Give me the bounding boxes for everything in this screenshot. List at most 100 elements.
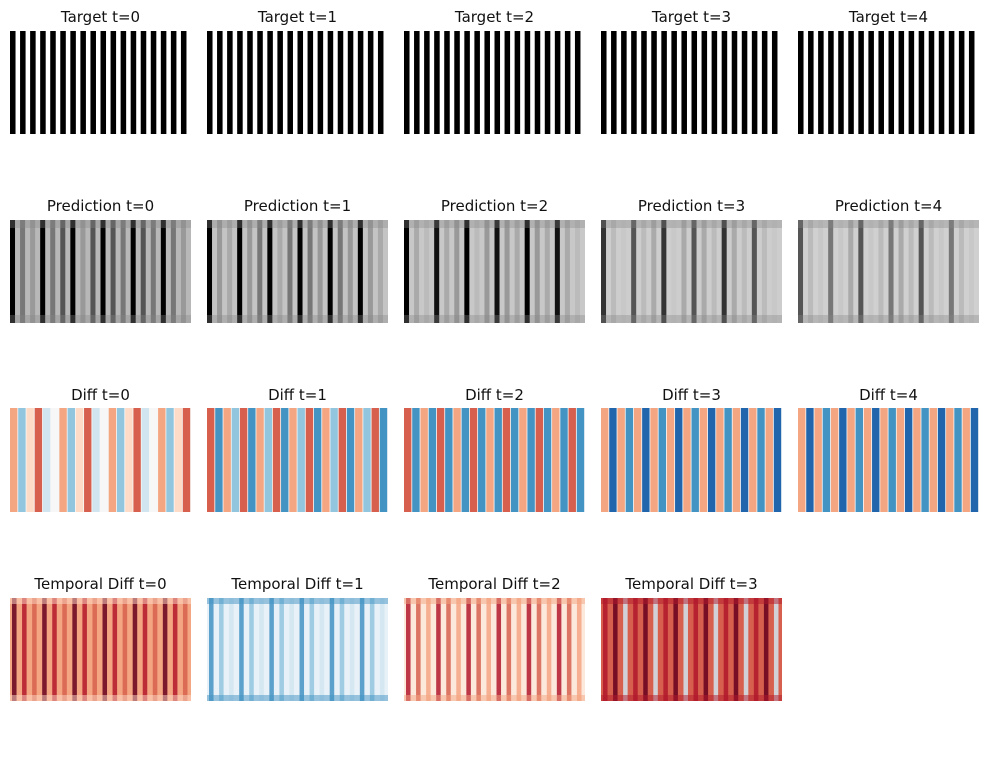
stripe	[150, 220, 156, 323]
diff-image-t1	[207, 408, 388, 512]
stripe	[623, 598, 628, 701]
stripe	[122, 598, 128, 701]
stripe	[371, 408, 379, 512]
stripe	[958, 220, 964, 323]
stripe	[40, 220, 46, 323]
stripe	[496, 598, 502, 701]
stripe	[309, 598, 315, 701]
stripe	[970, 408, 979, 512]
stripe	[160, 220, 166, 323]
panel-image-svg	[10, 220, 191, 323]
panel-image-svg	[404, 31, 585, 134]
stripe	[289, 598, 294, 701]
stripe	[182, 408, 191, 512]
stripe	[330, 408, 338, 512]
stripe	[847, 408, 855, 512]
target-image-t1	[207, 31, 388, 134]
stripe	[721, 31, 728, 134]
stripe	[908, 31, 915, 134]
stripe	[239, 408, 248, 512]
stripe	[428, 408, 437, 512]
stripe	[26, 408, 34, 512]
prediction-image-t1	[207, 220, 388, 323]
stripe	[337, 31, 344, 134]
stripe	[30, 31, 36, 134]
stripe	[888, 31, 895, 134]
stripe	[828, 220, 834, 323]
stripe	[256, 408, 264, 512]
stripe	[267, 220, 273, 323]
stripe	[287, 31, 293, 134]
stripe	[576, 408, 585, 512]
stripe	[556, 598, 562, 701]
stripe	[125, 408, 133, 512]
stripe	[20, 31, 26, 134]
stripe	[257, 220, 263, 323]
panel-image-svg	[404, 598, 585, 701]
panel-title: Prediction t=4	[834, 197, 943, 215]
stripe	[140, 220, 146, 323]
stripe	[319, 598, 325, 701]
stripe	[691, 408, 699, 512]
stripe	[20, 220, 26, 323]
target-image-t3	[601, 31, 782, 134]
stripe	[90, 31, 96, 134]
diff-image-t2	[404, 408, 585, 512]
stripe	[420, 408, 428, 512]
stripe	[100, 408, 108, 512]
stripe	[948, 220, 954, 323]
stripe	[564, 31, 571, 134]
stripe	[264, 408, 272, 512]
stripe	[237, 31, 243, 134]
temporal-diff-image-t1	[207, 598, 388, 701]
stripe	[968, 220, 974, 323]
panel-image-svg	[207, 31, 388, 134]
stripe	[838, 220, 844, 323]
panel-title: Temporal Diff t=1	[231, 575, 364, 593]
stripe	[239, 598, 244, 701]
stripe	[474, 31, 480, 134]
stripe	[611, 220, 617, 323]
stripe	[560, 408, 568, 512]
stripe	[281, 408, 289, 512]
stripe	[524, 220, 530, 323]
stripe	[731, 220, 737, 323]
stripe	[904, 408, 913, 512]
stripe	[322, 408, 330, 512]
stripe	[80, 220, 86, 323]
stripe	[414, 220, 420, 323]
stripe	[506, 598, 512, 701]
stripe	[357, 31, 364, 134]
stripe	[207, 220, 213, 323]
stripe	[215, 408, 223, 512]
panel-image-svg	[404, 220, 585, 323]
stripe	[641, 220, 647, 323]
stripe	[671, 31, 677, 134]
stripe	[534, 220, 540, 323]
stripe	[289, 408, 297, 512]
stripe	[828, 31, 834, 134]
stripe	[519, 408, 527, 512]
stripe	[297, 408, 305, 512]
stripe	[880, 408, 888, 512]
stripe	[806, 408, 814, 512]
stripe	[444, 31, 450, 134]
stripe	[217, 220, 223, 323]
panel-image-svg	[601, 598, 782, 701]
prediction-image-t3	[601, 220, 782, 323]
stripe	[51, 408, 59, 512]
stripe	[631, 220, 637, 323]
stripe	[713, 598, 719, 701]
stripe	[10, 220, 16, 323]
stripe	[424, 31, 430, 134]
panel-title: Target t=0	[60, 8, 141, 26]
stripe	[721, 220, 727, 323]
stripe	[683, 598, 688, 701]
panel-image-svg	[207, 408, 388, 512]
stripe	[486, 408, 494, 512]
stripe	[112, 598, 118, 701]
stripe	[621, 220, 627, 323]
stripe	[92, 408, 100, 512]
stripe	[552, 408, 560, 512]
stripe	[327, 31, 334, 134]
